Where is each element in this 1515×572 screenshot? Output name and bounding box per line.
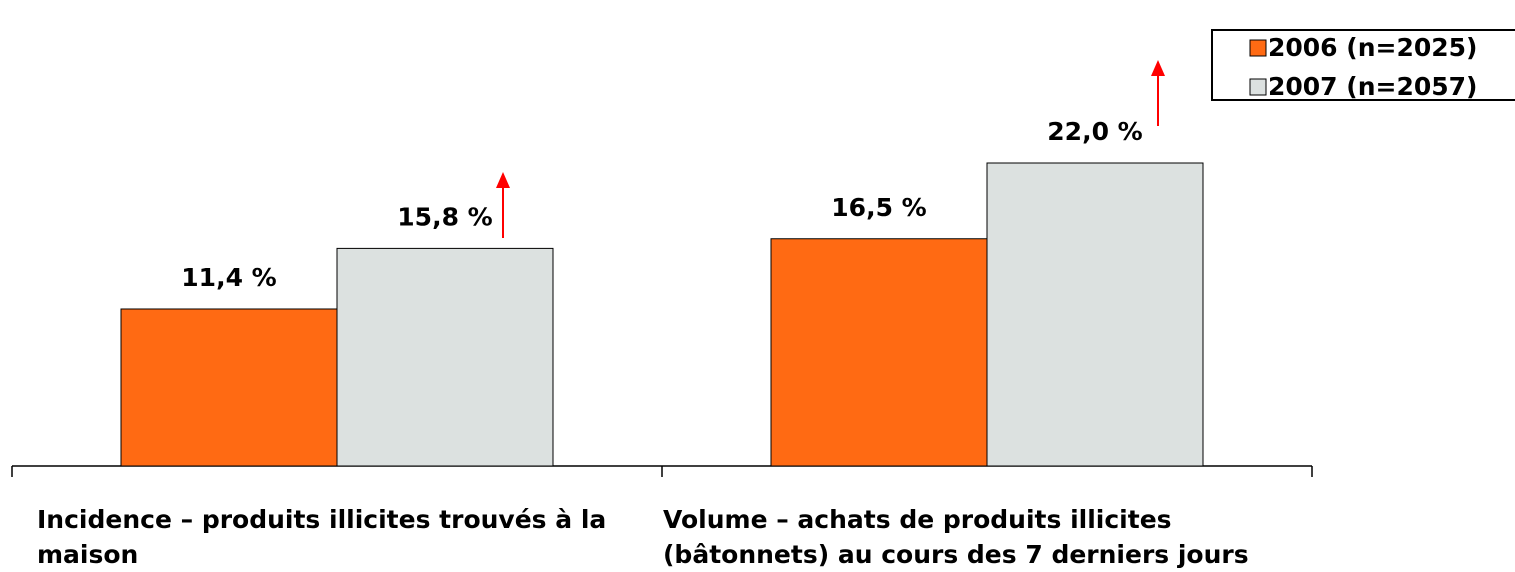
legend-swatch <box>1249 78 1267 96</box>
bar <box>986 162 1204 467</box>
legend-box <box>1211 29 1515 101</box>
value-label: 16,5 % <box>831 193 926 222</box>
bar <box>770 238 988 467</box>
value-label: 15,8 % <box>397 202 492 231</box>
increase-arrow <box>1151 60 1165 126</box>
increase-arrow <box>496 172 510 238</box>
legend-swatch <box>1249 39 1267 57</box>
category-label: Volume – achats de produits illicites (b… <box>663 505 1249 569</box>
value-label: 22,0 % <box>1047 117 1142 146</box>
legend-label: 2007 (n=2057) <box>1268 72 1477 101</box>
legend-label: 2006 (n=2025) <box>1268 33 1477 62</box>
value-label: 11,4 % <box>181 263 276 292</box>
bar <box>336 247 554 467</box>
category-label: Incidence – produits illicites trouvés à… <box>37 505 607 569</box>
bar <box>120 308 338 467</box>
